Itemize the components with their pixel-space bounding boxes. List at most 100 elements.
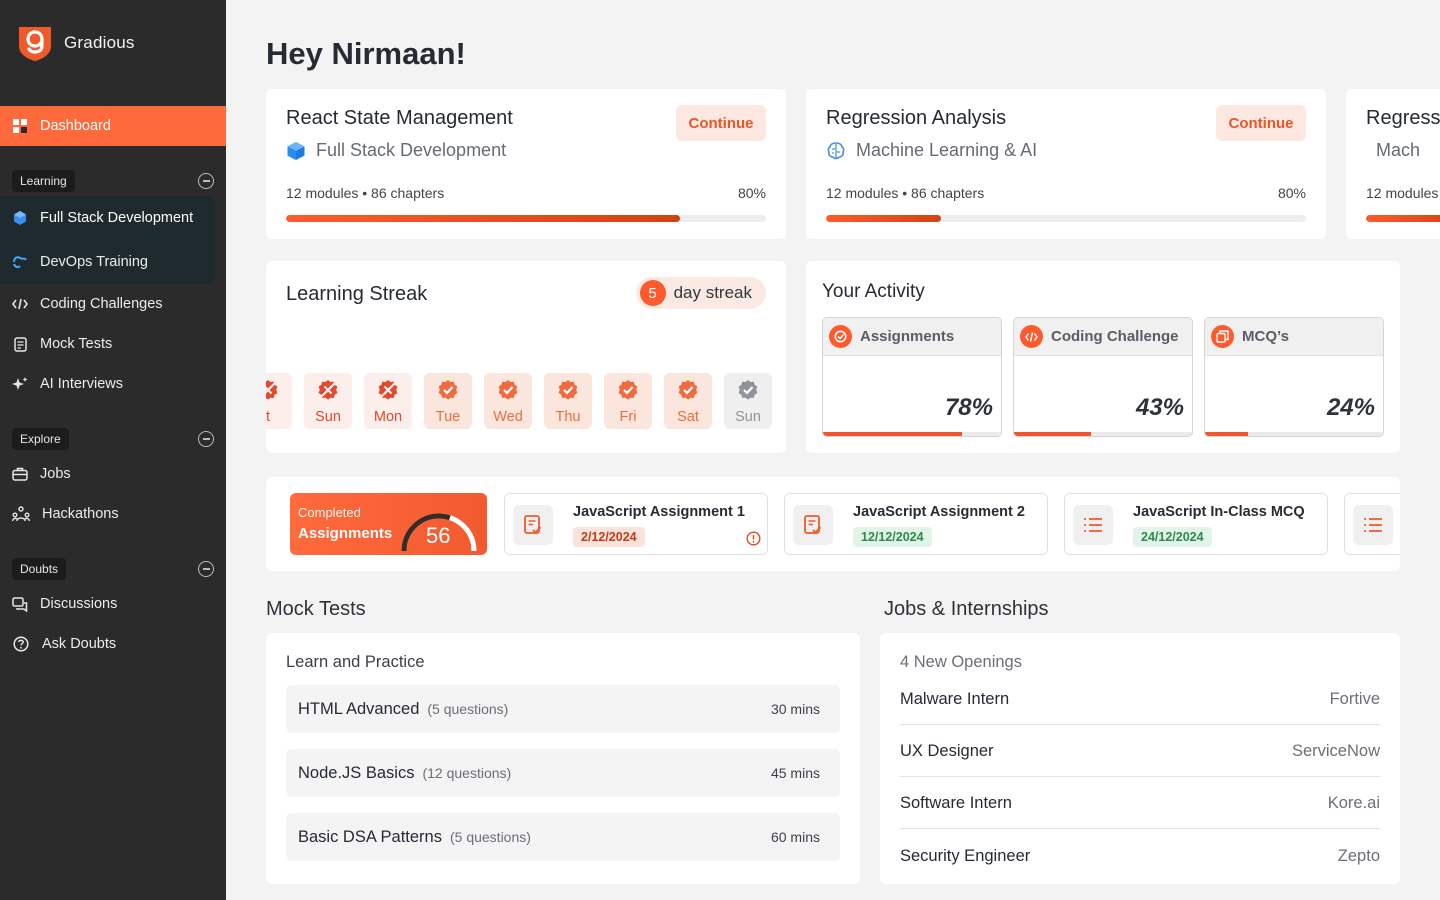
mock-test-row[interactable]: Node.JS Basics (12 questions) 45 mins: [286, 749, 840, 797]
course-modules: 12 modules: [1366, 185, 1439, 201]
assignment-icon: [793, 505, 833, 545]
sidebar-item-label: Hackathons: [42, 506, 119, 522]
mock-test-row[interactable]: Basic DSA Patterns (5 questions) 60 mins: [286, 813, 840, 861]
code-icon: [12, 296, 28, 312]
streak-day-label: Sat: [677, 409, 699, 425]
sidebar-item-label: Full Stack Development: [40, 210, 194, 226]
mock-test-questions: (5 questions): [427, 701, 509, 717]
course-track-label: Full Stack Development: [316, 140, 507, 160]
assignment-card[interactable]: JavaScript In-Class MCQ 24/12/2024: [1064, 493, 1328, 555]
streak-title: Learning Streak: [286, 283, 428, 305]
sidebar-item-discussions[interactable]: Discussions: [0, 584, 226, 624]
brand-name: Gradious: [64, 33, 135, 52]
course-percent: 80%: [1277, 185, 1306, 201]
job-row[interactable]: Malware Intern Fortive: [900, 675, 1380, 725]
mock-test-name: Basic DSA Patterns: [298, 827, 442, 846]
course-modules: 12 modules • 86 chapters: [286, 185, 445, 201]
sidebar-item-ai-interviews[interactable]: AI Interviews: [0, 364, 226, 404]
dashboard-icon: [12, 118, 28, 134]
sidebar-item-label: Dashboard: [40, 118, 111, 134]
sidebar-item-jobs[interactable]: Jobs: [0, 454, 226, 494]
sidebar-item-mock-tests[interactable]: Mock Tests: [0, 324, 226, 364]
sidebar-item-label: AI Interviews: [40, 376, 123, 392]
job-row[interactable]: Security Engineer Zepto: [900, 831, 1380, 881]
mock-test-duration: 60 mins: [770, 829, 820, 845]
course-card[interactable]: Regression Analysis Machine Learning & A…: [806, 89, 1326, 239]
completed-label: Completed: [298, 505, 361, 520]
verified-badge-icon: [557, 379, 579, 405]
assignment-due-date: 24/12/2024: [1133, 527, 1212, 547]
course-progress-fill: [1366, 215, 1440, 222]
completed-sublabel: Assignments: [298, 525, 393, 542]
job-role: UX Designer: [900, 742, 994, 760]
course-card[interactable]: React State Management Full Stack Develo…: [266, 89, 786, 239]
completed-count: 56: [426, 523, 451, 548]
activity-label: MCQ’s: [1242, 328, 1289, 345]
brand[interactable]: Gradious: [16, 24, 135, 62]
list-icon: [1073, 505, 1113, 545]
assignment-title: JavaScript Assignment 1: [573, 504, 745, 520]
devops-icon: [12, 254, 28, 270]
sidebar-item-ask-doubts[interactable]: Ask Doubts: [0, 624, 226, 664]
jobs-title: Jobs & Internships: [884, 598, 1049, 620]
job-company: Kore.ai: [1327, 794, 1380, 812]
activity-value: 24%: [1326, 394, 1375, 421]
streak-day-label: t: [266, 409, 271, 425]
course-progress-fill: [286, 215, 680, 222]
sparkle-icon: [12, 376, 28, 392]
sidebar-item-hackathons[interactable]: Hackathons: [0, 494, 226, 534]
completed-assignments[interactable]: Completed Assignments 56: [290, 493, 487, 555]
job-row[interactable]: Software Intern Kore.ai: [900, 779, 1380, 829]
verified-badge-icon: [437, 379, 459, 405]
course-track: Full Stack Development: [286, 140, 766, 161]
course-track-label: Machine Learning & AI: [856, 140, 1038, 160]
mock-test-questions: (12 questions): [422, 765, 512, 781]
collapse-doubts-icon[interactable]: [198, 561, 214, 577]
sidebar: Gradious Dashboard Learning Full Stack D…: [0, 0, 226, 900]
streak-day-label: Sun: [315, 409, 341, 425]
activity-label: Assignments: [860, 328, 955, 345]
completed-gauge: [401, 513, 477, 552]
assignment-card[interactable]: JavaScript Assignment 2 12/12/2024: [784, 493, 1048, 555]
streak-day: t: [266, 373, 292, 429]
activity-assignments[interactable]: Assignments 78%: [822, 317, 1002, 437]
assignment-due-date: 12/12/2024: [853, 527, 932, 547]
course-card[interactable]: Regress Mach 12 modules: [1346, 89, 1440, 239]
course-percent: 80%: [737, 185, 766, 201]
activity-coding-challenge[interactable]: Coding Challenge 43%: [1013, 317, 1193, 437]
activity-value: 43%: [1135, 394, 1184, 421]
collapse-learning-icon[interactable]: [198, 173, 214, 189]
job-row[interactable]: UX Designer ServiceNow: [900, 727, 1380, 777]
section-label-doubts: Doubts: [12, 558, 67, 580]
assignment-card[interactable]: JavaScript Assignment 1 2/12/2024: [504, 493, 768, 555]
mock-test-name: HTML Advanced: [298, 699, 420, 718]
collapse-explore-icon[interactable]: [198, 431, 214, 447]
warning-icon: [746, 531, 761, 546]
course-meta: 12 modules • 86 chapters 80%: [826, 185, 1306, 201]
sidebar-item-full-stack[interactable]: Full Stack Development: [0, 198, 214, 238]
course-progress-bar: [1366, 215, 1440, 222]
activity-header: MCQ’s: [1205, 318, 1383, 356]
activity-mcqs[interactable]: MCQ’s 24%: [1204, 317, 1384, 437]
streak-day-label: Mon: [373, 409, 403, 425]
streak-days: t Sun Mon Tue Wed Thu Fri Sat Sun: [266, 373, 786, 429]
assignment-title: JavaScript Assignment 2: [853, 504, 1025, 520]
continue-button[interactable]: Continue: [676, 105, 766, 141]
assignment-card[interactable]: [1344, 493, 1400, 555]
sidebar-item-devops[interactable]: DevOps Training: [0, 242, 214, 282]
streak-day: Thu: [544, 373, 592, 429]
course-meta: 12 modules • 86 chapters 80%: [286, 185, 766, 201]
code-icon: [1020, 325, 1043, 348]
copy-icon: [1211, 325, 1234, 348]
streak-count: 5: [639, 280, 666, 306]
continue-button[interactable]: Continue: [1216, 105, 1306, 141]
job-role: Software Intern: [900, 794, 1012, 812]
streak-day: Fri: [604, 373, 652, 429]
sidebar-item-dashboard[interactable]: Dashboard: [0, 106, 226, 146]
mock-test-row[interactable]: HTML Advanced (5 questions) 30 mins: [286, 685, 840, 733]
gauge-progress-arc: [401, 513, 477, 552]
cube-icon: [287, 141, 305, 160]
activity-header: Assignments: [823, 318, 1001, 356]
sidebar-item-coding-challenges[interactable]: Coding Challenges: [0, 284, 226, 324]
jobs-subtitle: 4 New Openings: [900, 653, 1022, 671]
